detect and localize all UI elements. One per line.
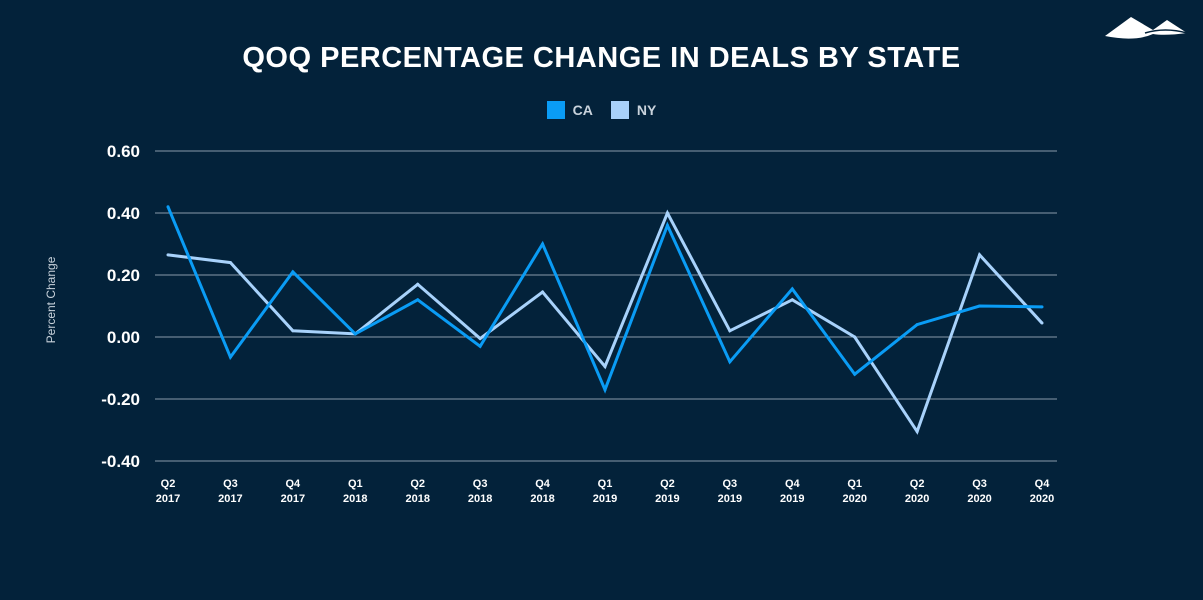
data-point-ca bbox=[416, 298, 420, 302]
y-axis-label: Percent Change bbox=[44, 256, 58, 343]
data-point-ny bbox=[853, 335, 857, 339]
data-point-ny bbox=[978, 253, 982, 257]
x-tick-label: Q1 bbox=[847, 478, 862, 490]
data-point-ca bbox=[603, 388, 607, 392]
x-tick-label: 2019 bbox=[780, 493, 804, 505]
data-point-ny bbox=[228, 261, 232, 265]
chart-title: QOQ PERCENTAGE CHANGE IN DEALS BY STATE bbox=[242, 42, 961, 74]
x-tick-label: 2017 bbox=[156, 493, 180, 505]
legend-item-ny[interactable]: NY bbox=[610, 101, 657, 119]
data-point-ny bbox=[665, 211, 669, 215]
data-point-ny bbox=[541, 290, 545, 294]
x-tick-label: Q1 bbox=[598, 478, 613, 490]
x-tick-label: 2020 bbox=[905, 493, 929, 505]
series-line-ca bbox=[166, 206, 1043, 394]
data-point-ny bbox=[291, 329, 295, 333]
x-tick-label: Q3 bbox=[223, 478, 238, 490]
data-point-ca bbox=[915, 323, 919, 327]
data-point-ca bbox=[228, 355, 232, 359]
x-tick-label: Q2 bbox=[910, 478, 925, 490]
legend-swatch-ny bbox=[610, 101, 629, 119]
legend: CA NY bbox=[0, 101, 1203, 119]
data-point-ny bbox=[915, 430, 919, 434]
x-tick-label: 2019 bbox=[718, 493, 742, 505]
data-point-ca bbox=[291, 270, 295, 274]
x-tick-label: Q4 bbox=[535, 478, 551, 490]
data-point-ca bbox=[665, 223, 669, 227]
x-tick-label: Q4 bbox=[286, 478, 302, 490]
data-point-ca bbox=[541, 242, 545, 246]
x-tick-label: Q3 bbox=[473, 478, 488, 490]
data-point-ca bbox=[978, 304, 982, 308]
x-tick-label: 2018 bbox=[530, 493, 554, 505]
x-tick-label: Q3 bbox=[972, 478, 987, 490]
mountains-logo-icon bbox=[1105, 17, 1188, 39]
data-point-ny bbox=[1040, 321, 1044, 325]
x-tick-label: 2020 bbox=[1030, 493, 1054, 505]
x-tick-label: Q1 bbox=[348, 478, 363, 490]
y-tick-label: 0.60 bbox=[107, 142, 140, 161]
data-point-ny bbox=[728, 329, 732, 333]
y-tick-label: -0.20 bbox=[101, 390, 140, 409]
x-tick-label: 2018 bbox=[405, 493, 429, 505]
data-point-ca bbox=[853, 372, 857, 376]
x-tick-label: 2018 bbox=[343, 493, 367, 505]
y-tick-label: 0.00 bbox=[107, 328, 140, 347]
data-point-ny bbox=[166, 253, 170, 257]
data-point-ca bbox=[1040, 305, 1044, 309]
legend-label-ca: CA bbox=[572, 102, 593, 118]
x-tick-label: Q2 bbox=[410, 478, 425, 490]
x-tick-label: 2020 bbox=[967, 493, 991, 505]
x-tick-label: Q4 bbox=[785, 478, 801, 490]
x-tick-label: 2017 bbox=[218, 493, 242, 505]
x-tick-label: 2020 bbox=[842, 493, 866, 505]
data-point-ca bbox=[728, 360, 732, 364]
data-point-ny bbox=[416, 282, 420, 286]
legend-swatch-ca bbox=[546, 101, 565, 119]
x-tick-label: Q2 bbox=[161, 478, 176, 490]
data-point-ca bbox=[166, 205, 170, 209]
data-point-ca bbox=[478, 344, 482, 348]
data-point-ny bbox=[790, 298, 794, 302]
x-tick-label: 2018 bbox=[468, 493, 492, 505]
x-tick-label: 2017 bbox=[281, 493, 305, 505]
data-point-ca bbox=[353, 332, 357, 336]
x-tick-label: Q4 bbox=[1035, 478, 1051, 490]
y-tick-label: 0.40 bbox=[107, 204, 140, 223]
data-point-ca bbox=[790, 287, 794, 291]
x-tick-label: 2019 bbox=[593, 493, 617, 505]
x-tick-label: Q2 bbox=[660, 478, 675, 490]
data-point-ny bbox=[478, 337, 482, 341]
y-tick-label: -0.40 bbox=[101, 452, 140, 471]
data-point-ny bbox=[603, 364, 607, 368]
legend-label-ny: NY bbox=[636, 102, 657, 118]
legend-item-ca[interactable]: CA bbox=[546, 101, 593, 119]
x-tick-label: 2019 bbox=[655, 493, 679, 505]
y-tick-label: 0.20 bbox=[107, 266, 140, 285]
x-tick-label: Q3 bbox=[723, 478, 738, 490]
